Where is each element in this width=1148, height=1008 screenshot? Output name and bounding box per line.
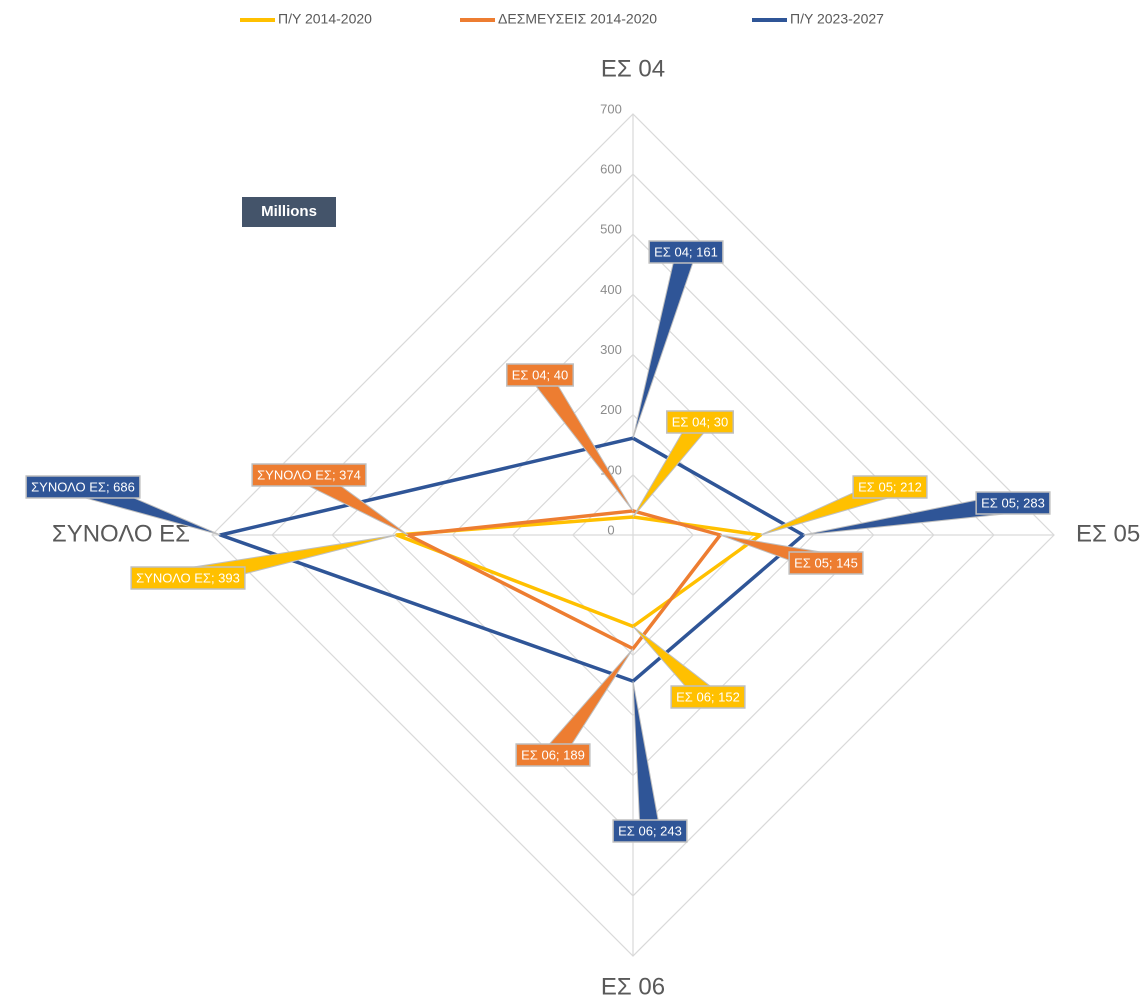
data-label: ΕΣ 05; 145 [720,534,864,575]
label-callout [632,248,697,439]
category-label: ΕΣ 04 [601,55,665,82]
data-label: ΕΣ 06; 189 [515,648,634,767]
r-tick-label: 700 [600,101,622,116]
data-label: ΣΥΝΟΛΟ ΕΣ; 686 [25,475,221,536]
label-box [251,463,367,487]
label-box [975,491,1051,515]
label-callout [632,681,661,833]
data-label-text: ΕΣ 06; 152 [676,689,740,704]
data-label: ΣΥΝΟΛΟ ΕΣ; 374 [251,463,409,536]
label-box [666,410,734,434]
data-label-text: ΕΣ 06; 243 [618,823,682,838]
label-box [852,475,928,499]
r-tick-label: 300 [600,342,622,357]
data-label-text: ΕΣ 05; 145 [794,555,858,570]
label-box [515,743,591,767]
legend-label: ΔΕΣΜΕΥΣΕΙΣ 2014-2020 [498,11,657,27]
data-label-text: ΣΥΝΟΛΟ ΕΣ; 393 [136,570,240,585]
annotation: Millions [261,203,317,220]
label-box [612,819,688,843]
data-label-text: ΣΥΝΟΛΟ ΕΣ; 374 [257,467,361,482]
category-label: ΕΣ 05 [1076,520,1140,547]
legend-label: Π/Υ 2014-2020 [278,11,372,27]
data-label-text: ΕΣ 04; 30 [672,414,728,429]
data-label-text: ΕΣ 05; 212 [858,479,922,494]
r-tick-label: 200 [600,402,622,417]
label-box [788,551,864,575]
series-line [394,515,763,629]
label-box [648,240,724,264]
data-label-text: ΕΣ 04; 161 [654,244,718,259]
series-line [406,509,722,651]
data-label: ΕΣ 06; 152 [632,626,746,709]
label-box [506,363,574,387]
data-label-text: ΕΣ 05; 283 [981,495,1045,510]
data-label: ΕΣ 06; 243 [612,681,688,843]
data-label: ΕΣ 04; 40 [506,363,634,512]
data-label: ΕΣ 05; 283 [803,491,1051,536]
data-label: ΣΥΝΟΛΟ ΕΣ; 393 [130,534,397,590]
r-tick-label: 600 [600,162,622,177]
label-box [25,475,141,499]
data-label: ΕΣ 04; 161 [632,240,724,439]
data-label-text: ΣΥΝΟΛΟ ΕΣ; 686 [31,479,135,494]
data-label: ΕΣ 05; 212 [760,475,928,536]
data-label-text: ΕΣ 06; 189 [521,747,585,762]
data-label-text: ΕΣ 04; 40 [512,367,568,382]
label-box [130,566,246,590]
data-label: ΕΣ 04; 30 [632,410,734,518]
r-tick-label: 400 [600,282,622,297]
legend-label: Π/Υ 2023-2027 [790,11,884,27]
r-tick-label: 0 [607,522,614,537]
label-box [670,685,746,709]
annotation-box [242,197,336,227]
category-label: ΕΣ 06 [601,973,665,1000]
category-label: ΣΥΝΟΛΟ ΕΣ [52,520,190,547]
r-tick-label: 500 [600,222,622,237]
